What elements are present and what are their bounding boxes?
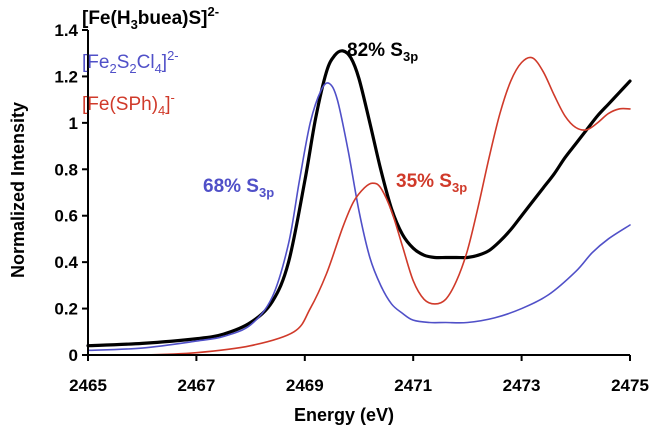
y-axis-title: Normalized Intensity [8, 102, 28, 278]
legend: [Fe(H3buea)S]2- [Fe2S2Cl4]2- [Fe(SPh)4]- [82, 4, 219, 118]
x-axis-title: Energy (eV) [294, 405, 394, 425]
y-tick-label: 1.4 [54, 21, 78, 40]
legend-entry-red: [Fe(SPh)4]- [82, 90, 175, 118]
plot-lines [86, 49, 632, 356]
series-line-black [86, 49, 632, 348]
annotation-red: 35% S3p [396, 171, 467, 195]
series-line-blue [87, 82, 631, 352]
annotation-blue: 68% S3p [203, 176, 274, 200]
y-tick-label: 0 [69, 346, 78, 365]
legend-entry-blue: [Fe2S2Cl4]2- [82, 48, 179, 76]
x-tick-label: 2469 [286, 376, 324, 395]
y-tick-label: 0.2 [54, 300, 78, 319]
y-tick-label: 0.4 [54, 253, 78, 272]
x-tick-label: 2467 [177, 376, 215, 395]
y-tick-label: 1 [69, 114, 78, 133]
annotation-black: 82% S3p [347, 40, 418, 64]
x-tick-label: 2471 [394, 376, 432, 395]
x-tick-label: 2465 [69, 376, 107, 395]
ticks: 0 0.2 0.4 0.6 0.8 1 1.2 1.4 2465 2467 2469 2471 2473… [54, 21, 649, 395]
y-tick-label: 1.2 [54, 67, 78, 86]
x-tick-label: 2475 [611, 376, 649, 395]
y-tick-label: 0.8 [54, 160, 78, 179]
axes [87, 30, 630, 356]
y-tick-label: 0.6 [54, 207, 78, 226]
x-tick-label: 2473 [503, 376, 541, 395]
series-line-red [87, 56, 631, 356]
legend-entry-black: [Fe(H3buea)S]2- [82, 4, 219, 32]
